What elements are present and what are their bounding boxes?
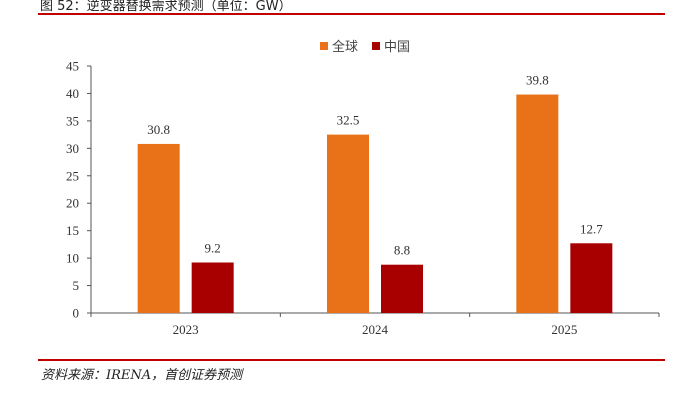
bar-china	[381, 264, 423, 313]
bar-global	[137, 143, 180, 313]
bar-global	[327, 134, 369, 313]
y-tick-label: 35	[66, 113, 79, 128]
legend-label: 中国	[384, 39, 410, 54]
data-label: 39.8	[526, 73, 549, 88]
y-tick-label: 15	[66, 223, 79, 238]
y-tick-label: 0	[73, 306, 80, 321]
data-label: 8.8	[394, 243, 410, 258]
x-tick-label: 2023	[173, 322, 199, 337]
x-tick-label: 2024	[362, 322, 389, 337]
figure-title: 图 52：逆变器替换需求预测（单位：GW）	[40, 0, 292, 14]
data-label: 12.7	[580, 221, 603, 236]
legend-swatch	[372, 42, 380, 50]
data-label: 32.5	[337, 113, 360, 128]
header-rule	[38, 13, 665, 15]
legend-label: 全球	[332, 39, 358, 54]
y-tick-label: 30	[66, 141, 79, 156]
bar-china	[191, 262, 234, 313]
y-tick-label: 20	[66, 196, 79, 211]
data-label: 30.8	[147, 122, 170, 137]
y-tick-label: 25	[66, 168, 79, 183]
legend-swatch	[320, 42, 328, 50]
bar-global	[516, 94, 559, 313]
y-tick-label: 45	[66, 59, 79, 74]
footer-rule	[38, 359, 665, 361]
y-tick-label: 10	[66, 251, 79, 266]
data-label: 9.2	[205, 241, 221, 256]
y-tick-label: 40	[66, 86, 79, 101]
bar-china	[570, 243, 613, 313]
source-note: 资料来源：IRENA，首创证券预测	[41, 368, 243, 383]
x-tick-label: 2025	[551, 322, 577, 337]
y-tick-label: 5	[73, 278, 80, 293]
